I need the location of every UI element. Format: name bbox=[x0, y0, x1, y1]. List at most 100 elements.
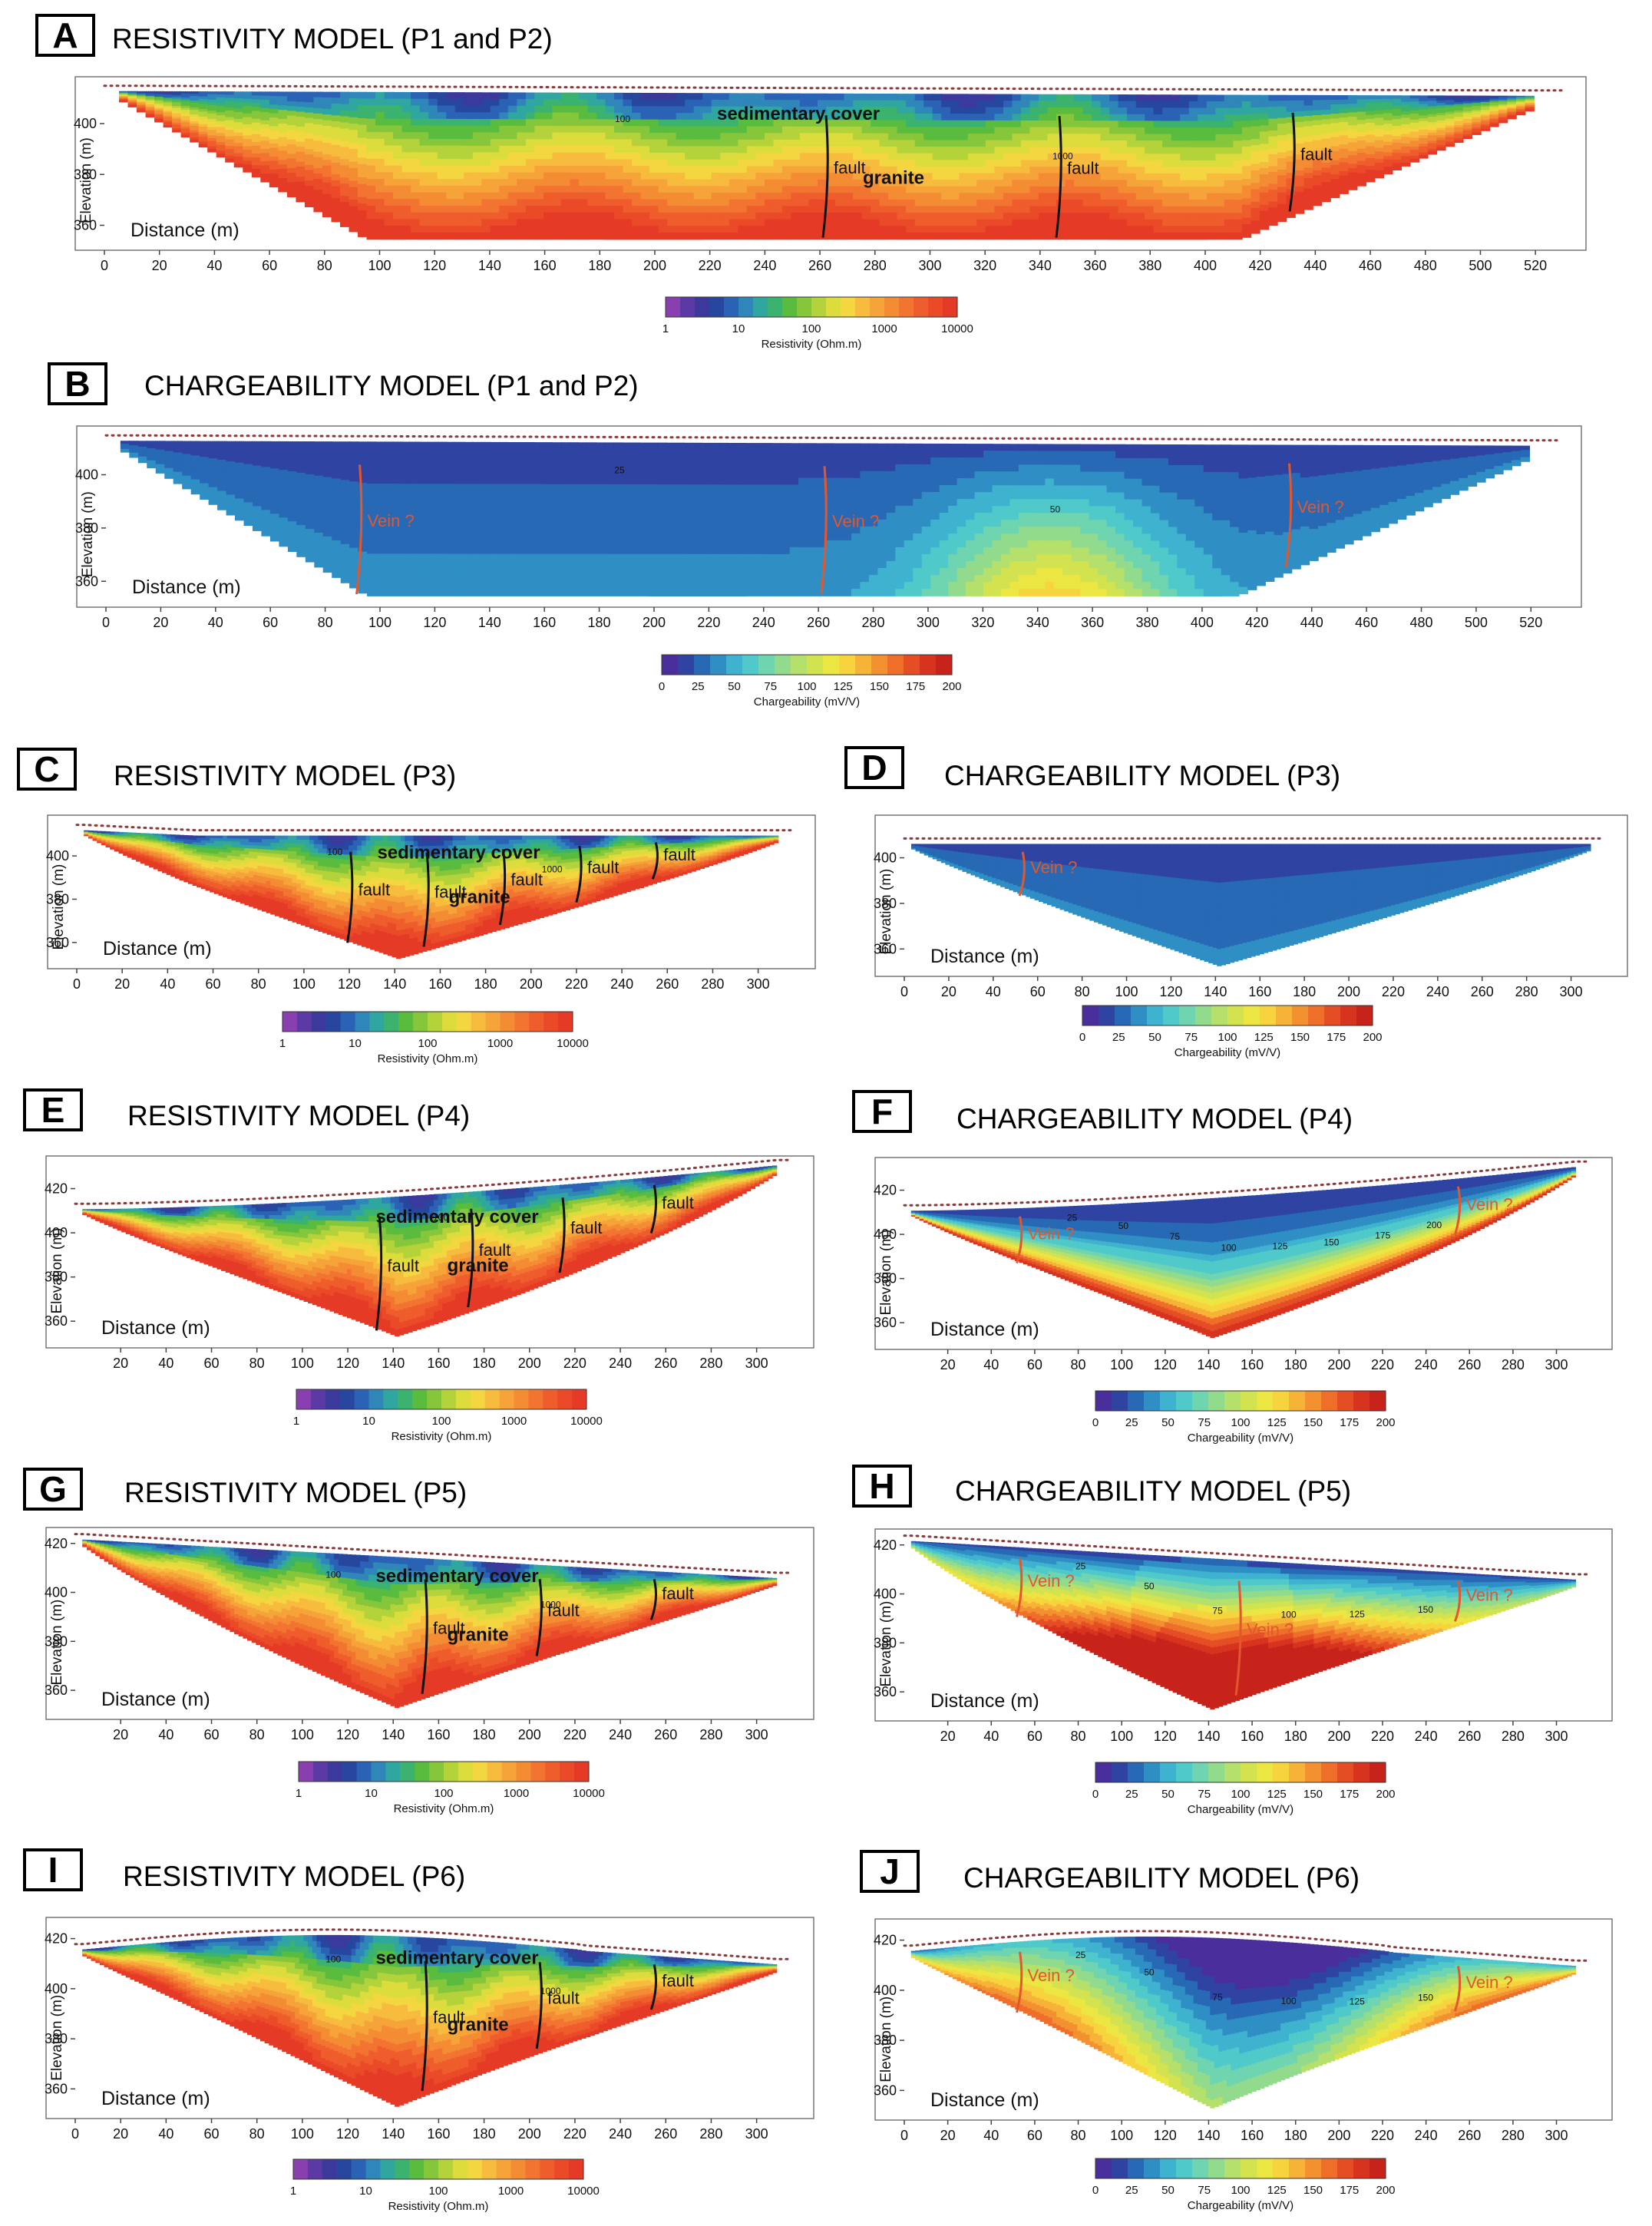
model-cell bbox=[1480, 108, 1491, 111]
model-cell bbox=[154, 114, 164, 117]
model-cell bbox=[279, 507, 289, 514]
model-cell bbox=[499, 172, 509, 180]
model-cell bbox=[517, 112, 527, 120]
model-cell bbox=[676, 192, 686, 200]
model-cell bbox=[1419, 155, 1429, 159]
model-cell bbox=[861, 206, 871, 213]
model-cell bbox=[481, 105, 491, 114]
model-cell bbox=[1454, 123, 1464, 126]
model-cell bbox=[941, 140, 951, 147]
model-cell bbox=[173, 452, 183, 455]
model-cell bbox=[1348, 155, 1358, 160]
model-cell bbox=[411, 567, 421, 576]
model-cell bbox=[233, 153, 243, 157]
model-cell bbox=[1188, 173, 1199, 181]
model-cell bbox=[711, 179, 722, 187]
model-cell bbox=[764, 93, 775, 101]
model-cell bbox=[1100, 167, 1110, 174]
model-cell bbox=[279, 441, 289, 447]
model-cell bbox=[720, 206, 730, 213]
model-cell bbox=[560, 152, 571, 160]
x-tick-label: 0 bbox=[101, 258, 108, 273]
model-cell bbox=[340, 499, 350, 507]
model-cell bbox=[1525, 107, 1535, 109]
model-cell bbox=[1339, 171, 1349, 177]
model-cell bbox=[200, 477, 210, 481]
model-cell bbox=[235, 502, 245, 507]
model-cell bbox=[729, 219, 739, 226]
model-cell bbox=[446, 455, 456, 464]
model-cell bbox=[604, 560, 615, 569]
model-cell bbox=[897, 180, 907, 187]
model-cell bbox=[296, 167, 306, 173]
model-cell bbox=[693, 232, 703, 240]
model-cell bbox=[261, 488, 271, 494]
model-cell bbox=[1489, 121, 1499, 124]
model-cell bbox=[738, 133, 748, 140]
model-cell bbox=[1356, 103, 1366, 108]
model-cell bbox=[1074, 213, 1084, 220]
model-cell bbox=[163, 96, 173, 99]
model-cell bbox=[163, 109, 173, 111]
model-cell bbox=[888, 113, 898, 121]
model-cell bbox=[605, 206, 615, 213]
model-cell bbox=[879, 219, 889, 227]
model-cell bbox=[1498, 114, 1508, 116]
model-cell bbox=[853, 219, 863, 227]
model-cell bbox=[1445, 123, 1455, 127]
model-cell bbox=[419, 145, 429, 154]
model-cell bbox=[393, 179, 403, 187]
model-cell bbox=[472, 98, 483, 107]
model-cell bbox=[596, 540, 606, 548]
model-cell bbox=[1480, 122, 1491, 125]
model-cell bbox=[543, 226, 553, 233]
model-cell bbox=[994, 134, 1004, 141]
model-cell bbox=[1135, 134, 1145, 141]
model-cell bbox=[923, 186, 933, 194]
model-cell bbox=[1321, 134, 1331, 140]
model-cell bbox=[596, 477, 606, 485]
model-cell bbox=[517, 159, 527, 167]
model-cell bbox=[286, 130, 297, 136]
model-cell bbox=[614, 219, 624, 226]
model-cell bbox=[1427, 95, 1438, 99]
model-cell bbox=[1401, 108, 1411, 112]
model-cell bbox=[1480, 98, 1491, 101]
model-cell bbox=[808, 206, 818, 213]
model-cell bbox=[604, 477, 615, 485]
model-cell bbox=[1525, 102, 1535, 104]
model-cell bbox=[1100, 206, 1110, 214]
model-cell bbox=[1409, 122, 1419, 127]
model-cell bbox=[331, 150, 341, 157]
model-cell bbox=[1401, 98, 1411, 103]
model-cell bbox=[543, 105, 553, 114]
model-cell bbox=[1392, 149, 1402, 154]
model-cell bbox=[604, 491, 615, 499]
model-cell bbox=[454, 504, 465, 513]
model-cell bbox=[1206, 114, 1217, 122]
model-cell bbox=[1480, 101, 1491, 104]
model-cell bbox=[375, 158, 385, 167]
model-cell bbox=[367, 448, 377, 457]
model-cell bbox=[596, 442, 606, 451]
model-cell bbox=[622, 498, 632, 506]
model-cell bbox=[454, 145, 464, 154]
x-tick-label: 520 bbox=[1524, 258, 1547, 273]
model-cell bbox=[322, 171, 332, 178]
model-cell bbox=[1321, 197, 1331, 203]
model-cell bbox=[1020, 114, 1031, 121]
model-cell bbox=[464, 199, 474, 206]
colorbar-cell bbox=[841, 297, 856, 317]
model-cell bbox=[596, 547, 606, 555]
model-cell bbox=[437, 112, 447, 120]
model-cell bbox=[604, 526, 615, 534]
model-cell bbox=[738, 206, 748, 213]
model-cell bbox=[340, 467, 350, 474]
model-cell bbox=[941, 173, 951, 180]
model-cell bbox=[941, 127, 951, 134]
model-cell bbox=[613, 491, 623, 499]
model-cell bbox=[322, 125, 332, 133]
model-cell bbox=[163, 104, 173, 107]
model-cell bbox=[791, 173, 801, 180]
model-cell bbox=[578, 574, 588, 583]
